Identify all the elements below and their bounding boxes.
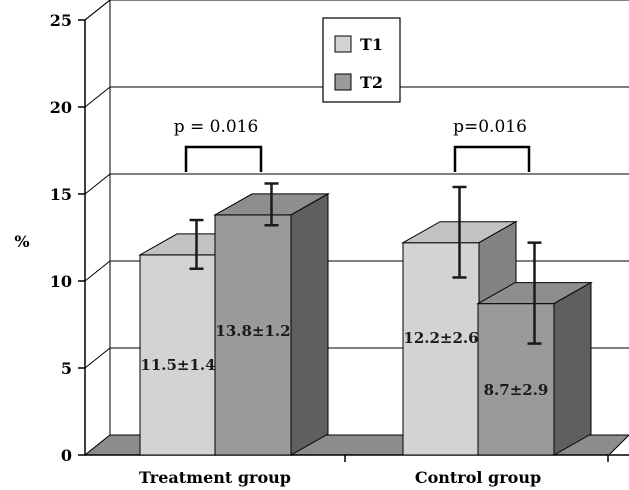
significance-bracket xyxy=(184,145,263,172)
bar-t2-1 xyxy=(477,303,555,456)
data-label: 13.8±1.2 xyxy=(215,322,290,340)
gridline xyxy=(84,86,629,108)
data-labels: 11.5±1.413.8±1.2 12.2±2.6 8.7±2.9 xyxy=(140,322,548,399)
significance-bracket xyxy=(453,145,531,172)
y-tick-label: 10 xyxy=(50,272,72,291)
legend-label-t1: T1 xyxy=(360,35,383,54)
bar-side-face xyxy=(553,281,592,456)
y-tick-label: 20 xyxy=(50,98,72,117)
side-wall xyxy=(84,0,111,457)
data-label: 11.5±1.4 xyxy=(140,356,215,374)
y-tick-label: 15 xyxy=(50,185,72,204)
data-label: 8.7±2.9 xyxy=(484,381,549,399)
y-axis-label: % xyxy=(14,232,29,251)
axes: 0 5 10 15 20 25% Treatment group Control group xyxy=(14,11,629,487)
annotations: p = 0.016 p=0.016 xyxy=(174,117,531,172)
legend: T1 T2 xyxy=(322,17,401,103)
x-category-label: Treatment group xyxy=(139,468,291,487)
bar-t1-1 xyxy=(402,242,480,456)
bar-t1-0 xyxy=(139,254,217,456)
bar-t2-0 xyxy=(214,214,292,456)
legend-swatch-t2 xyxy=(334,73,352,91)
bars xyxy=(138,193,593,456)
gridline xyxy=(84,173,629,195)
y-tick-label: 25 xyxy=(50,11,72,30)
bar-side-face xyxy=(290,193,329,456)
error-bars xyxy=(189,182,542,345)
x-category-label: Control group xyxy=(415,468,541,487)
p-value-label: p = 0.016 xyxy=(174,117,259,137)
y-tick-label: 0 xyxy=(61,446,72,465)
legend-label-t2: T2 xyxy=(360,73,383,92)
p-value-label: p=0.016 xyxy=(453,117,527,137)
gridline xyxy=(84,0,629,21)
y-tick-label: 5 xyxy=(61,359,72,378)
legend-swatch-t1 xyxy=(334,35,352,53)
data-label: 12.2±2.6 xyxy=(403,329,478,347)
